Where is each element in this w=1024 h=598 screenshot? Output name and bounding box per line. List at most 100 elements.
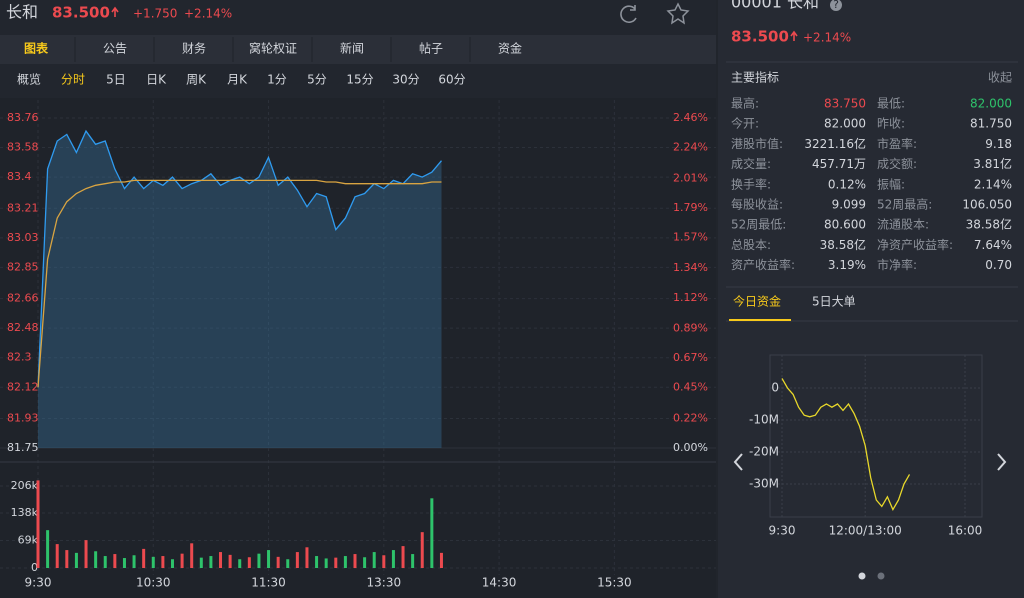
fund-frame (769, 354, 983, 518)
tab[interactable]: 图表 (24, 41, 49, 56)
side-change-pct: +2.14% (803, 31, 851, 45)
bar (276, 556, 280, 568)
tab[interactable]: 窝轮权证 (249, 41, 297, 56)
area (38, 131, 442, 448)
bar (343, 556, 347, 568)
help-mark: ? (833, 0, 839, 11)
period[interactable]: 5日 (106, 73, 126, 87)
y-tick-label: 82.3 (7, 351, 32, 364)
fund-tab[interactable]: 今日资金 (733, 294, 781, 309)
period[interactable]: 30分 (392, 73, 419, 87)
collapse[interactable]: 收起 (988, 71, 1012, 85)
star-icon[interactable] (666, 2, 690, 25)
metric-label: 52周最高: (877, 197, 932, 212)
metric-value: 81.750 (970, 117, 1012, 131)
period[interactable]: 月K (227, 73, 248, 87)
period[interactable]: 5分 (307, 73, 327, 87)
period[interactable]: 日K (146, 73, 167, 87)
bar (420, 532, 424, 568)
y2-tick-label: 0.45% (673, 381, 708, 394)
metric-label: 振幅: (877, 176, 905, 191)
metric-value: 3.19% (828, 258, 866, 272)
metric-value: 457.71万 (812, 157, 866, 171)
y2-tick-label: 1.57% (673, 230, 708, 243)
bar (151, 556, 155, 568)
bar (199, 557, 203, 568)
help-icon[interactable] (830, 0, 842, 11)
y-tick-label: 0 (771, 380, 779, 394)
metric-label: 成交量: (731, 156, 771, 171)
x-tick-label: 13:30 (367, 576, 402, 590)
bar (401, 546, 405, 568)
metric-value: 82.000 (970, 97, 1012, 111)
bar (257, 553, 261, 568)
bar (36, 480, 40, 568)
metric-value: 3.81亿 (973, 156, 1012, 171)
metric-label: 净资产收益率: (877, 237, 953, 252)
price: 83.500 (52, 4, 110, 22)
y2-tick-label: 1.34% (673, 261, 708, 274)
page-dot[interactable] (858, 572, 866, 580)
bar (94, 551, 98, 568)
line (781, 378, 911, 512)
bar (247, 557, 251, 568)
bar (113, 554, 117, 568)
y-tick-label: 82.85 (7, 260, 39, 273)
period[interactable]: 分时 (61, 73, 85, 87)
metric-value: 82.000 (824, 117, 866, 131)
bar (170, 559, 174, 568)
period[interactable]: 1分 (267, 73, 287, 87)
metric-value: 38.58亿 (966, 217, 1012, 232)
metric-label: 流通股本: (877, 218, 929, 232)
period[interactable]: 60分 (438, 73, 465, 87)
tab[interactable]: 帖子 (419, 41, 443, 56)
bar (219, 552, 223, 568)
period[interactable]: 概览 (17, 72, 41, 87)
metrics-title: 主要指标 (731, 70, 779, 85)
tab-bar (0, 35, 716, 64)
y-tick-label: 83.58 (7, 141, 39, 154)
page-dot[interactable] (877, 572, 885, 580)
x-tick-label: 10:30 (136, 576, 171, 590)
metric-value: 2.14% (974, 177, 1012, 191)
metric-value: 106.050 (962, 198, 1012, 212)
y2-tick-label: 0.22% (673, 411, 708, 424)
metric-label: 每股收益: (731, 197, 783, 212)
tab[interactable]: 财务 (182, 41, 206, 56)
bar (142, 548, 146, 568)
bar (238, 559, 242, 568)
y-tick-label: 0 (31, 561, 38, 574)
bar (267, 550, 271, 568)
period[interactable]: 周K (186, 73, 207, 87)
bar (228, 554, 232, 568)
bar (74, 552, 78, 568)
bar (430, 498, 434, 568)
period[interactable]: 15分 (346, 73, 373, 87)
prev-arrow[interactable] (733, 453, 743, 471)
tab[interactable]: 新闻 (340, 41, 364, 56)
bar (46, 530, 50, 568)
change: +1.750 (133, 7, 177, 21)
bar (391, 550, 395, 568)
bar (161, 556, 165, 568)
bar (122, 558, 126, 568)
metric-label: 市盈率: (877, 136, 917, 151)
y-tick-label: 83.4 (7, 170, 32, 183)
next-arrow[interactable] (997, 453, 1007, 471)
chart-panel (0, 98, 716, 598)
metric-value: 9.18 (985, 137, 1012, 151)
bar (439, 552, 443, 568)
fund-tab[interactable]: 5日大单 (812, 295, 856, 309)
refresh-icon[interactable] (620, 5, 637, 24)
stock-name: 长和 (6, 3, 38, 22)
bar (180, 553, 184, 568)
metric-value: 80.600 (824, 218, 866, 232)
metric-value: 83.750 (824, 97, 866, 111)
tab[interactable]: 公告 (103, 42, 127, 56)
tab[interactable]: 资金 (498, 41, 522, 56)
bar (363, 557, 367, 568)
metric-value: 38.58亿 (820, 237, 866, 252)
metric-value: 0.70 (985, 258, 1012, 272)
y2-tick-label: 0.00% (673, 441, 708, 454)
metric-value: 7.64% (974, 238, 1012, 252)
